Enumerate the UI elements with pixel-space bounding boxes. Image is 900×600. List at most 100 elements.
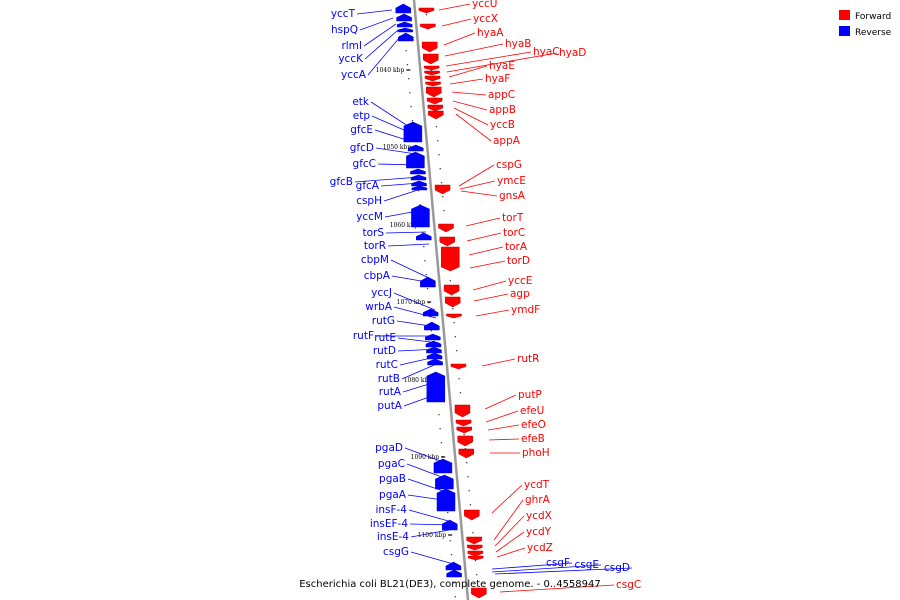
gene-label-phoH[interactable]: phoH — [522, 447, 550, 459]
gene-label-csgF[interactable]: csgF — [546, 557, 570, 569]
gene-label-ghrA[interactable]: ghrA — [525, 494, 551, 506]
forward-gene-feature[interactable] — [421, 41, 438, 53]
forward-gene-feature[interactable] — [450, 363, 467, 370]
forward-gene-feature[interactable] — [426, 86, 442, 98]
gene-label-ycdX[interactable]: ycdX — [526, 510, 552, 522]
reverse-gene-feature[interactable] — [396, 21, 413, 28]
gene-label-pgaD[interactable]: pgaD — [375, 442, 403, 454]
gene-label-appB[interactable]: appB — [489, 104, 516, 116]
gene-label-appC[interactable]: appC — [488, 89, 515, 101]
gene-label-etk[interactable]: etk — [352, 96, 370, 108]
gene-label-cbpA[interactable]: cbpA — [364, 270, 391, 282]
gene-label-gfcB[interactable]: gfcB — [330, 176, 353, 188]
gene-label-hspQ[interactable]: hspQ — [331, 24, 358, 36]
gene-features-layer[interactable] — [395, 3, 487, 599]
gene-label-hyaE[interactable]: hyaE — [489, 60, 515, 72]
gene-label-rutG[interactable]: rutG — [372, 315, 395, 327]
gene-label-insF-4[interactable]: insF-4 — [375, 504, 407, 516]
reverse-gene-feature[interactable] — [410, 168, 426, 175]
forward-gene-feature[interactable] — [441, 246, 460, 272]
reverse-gene-feature[interactable] — [445, 561, 462, 571]
forward-gene-feature[interactable] — [455, 419, 472, 427]
reverse-gene-feature[interactable] — [406, 151, 425, 169]
gene-label-yccT[interactable]: yccT — [331, 8, 356, 20]
forward-gene-feature[interactable] — [427, 104, 443, 112]
forward-gene-feature[interactable] — [467, 550, 484, 557]
forward-gene-feature[interactable] — [428, 110, 444, 120]
gene-label-rutE[interactable]: rutE — [374, 332, 396, 344]
reverse-gene-feature[interactable] — [426, 346, 442, 354]
forward-gene-feature[interactable] — [423, 65, 440, 71]
gene-label-hyaA[interactable]: hyaA — [477, 27, 504, 39]
forward-gene-feature[interactable] — [457, 435, 473, 447]
reverse-gene-feature[interactable] — [411, 204, 430, 228]
forward-gene-feature[interactable] — [426, 97, 443, 105]
forward-gene-feature[interactable] — [424, 75, 441, 82]
gene-label-gfcC[interactable]: gfcC — [353, 158, 376, 170]
gene-label-rutR[interactable]: rutR — [517, 353, 539, 365]
gene-label-csgC[interactable]: csgC — [616, 579, 641, 591]
gene-label-rlmI[interactable]: rlmI — [341, 40, 362, 52]
reverse-gene-feature[interactable] — [433, 458, 453, 474]
gene-label-csgE[interactable]: csgE — [574, 559, 599, 571]
forward-gene-feature[interactable] — [424, 70, 440, 76]
gene-label-torC[interactable]: torC — [503, 227, 525, 239]
reverse-gene-feature[interactable] — [396, 13, 412, 22]
gene-label-rutB[interactable]: rutB — [378, 373, 400, 385]
gene-label-efeO[interactable]: efeO — [521, 419, 546, 431]
forward-gene-feature[interactable] — [464, 509, 480, 521]
gene-label-gfcE[interactable]: gfcE — [350, 124, 373, 136]
gene-label-hyaB[interactable]: hyaB — [505, 38, 532, 50]
gene-label-torR[interactable]: torR — [364, 240, 386, 252]
reverse-gene-feature[interactable] — [397, 27, 413, 33]
gene-label-cbpM[interactable]: cbpM — [361, 254, 389, 266]
reverse-gene-feature[interactable] — [446, 569, 462, 578]
gene-label-gnsA[interactable]: gnsA — [499, 190, 526, 202]
gene-label-csgD[interactable]: csgD — [604, 562, 630, 574]
gene-label-ycdY[interactable]: ycdY — [526, 526, 552, 538]
gene-label-yccJ[interactable]: yccJ — [371, 287, 392, 299]
gene-label-rutA[interactable]: rutA — [379, 386, 402, 398]
forward-gene-feature[interactable] — [456, 426, 472, 434]
gene-label-yccU[interactable]: yccU — [472, 0, 497, 10]
gene-label-insE-4[interactable]: insE-4 — [377, 531, 409, 543]
gene-label-csgG[interactable]: csgG — [383, 546, 409, 558]
gene-label-ymcE[interactable]: ymcE — [497, 175, 526, 187]
gene-label-etp[interactable]: etp — [353, 110, 371, 122]
gene-label-rutC[interactable]: rutC — [376, 359, 398, 371]
forward-gene-feature[interactable] — [420, 23, 436, 30]
gene-label-rutF[interactable]: rutF — [353, 330, 374, 342]
gene-label-yccX[interactable]: yccX — [473, 13, 498, 25]
forward-gene-feature[interactable] — [434, 184, 451, 195]
gene-label-hyaF[interactable]: hyaF — [485, 73, 510, 85]
reverse-gene-feature[interactable] — [426, 371, 446, 403]
gene-label-torA[interactable]: torA — [505, 241, 528, 253]
gene-label-yccB[interactable]: yccB — [490, 119, 515, 131]
reverse-gene-feature[interactable] — [408, 144, 424, 152]
reverse-gene-feature[interactable] — [435, 474, 454, 490]
gene-label-torT[interactable]: torT — [502, 212, 524, 224]
gene-label-yccK[interactable]: yccK — [338, 53, 364, 65]
forward-gene-feature[interactable] — [439, 236, 455, 247]
gene-label-efeU[interactable]: efeU — [520, 405, 544, 417]
gene-label-putP[interactable]: putP — [518, 389, 542, 401]
reverse-gene-feature[interactable] — [410, 174, 427, 181]
gene-label-rutD[interactable]: rutD — [373, 345, 396, 357]
reverse-gene-feature[interactable] — [395, 3, 412, 14]
gene-label-agp[interactable]: agp — [510, 288, 530, 300]
gene-label-gfcD[interactable]: gfcD — [350, 142, 374, 154]
reverse-gene-feature[interactable] — [398, 32, 414, 42]
forward-gene-feature[interactable] — [454, 404, 471, 418]
reverse-gene-feature[interactable] — [422, 308, 439, 317]
reverse-gene-feature[interactable] — [411, 185, 428, 191]
forward-gene-feature[interactable] — [467, 555, 484, 561]
gene-label-torS[interactable]: torS — [362, 227, 384, 239]
forward-gene-feature[interactable] — [418, 7, 435, 14]
forward-gene-feature[interactable] — [466, 536, 482, 545]
reverse-gene-feature[interactable] — [416, 232, 432, 241]
gene-label-ycdT[interactable]: ycdT — [524, 479, 550, 491]
gene-label-ymdF[interactable]: ymdF — [511, 304, 540, 316]
gene-label-pgaB[interactable]: pgaB — [379, 473, 406, 485]
gene-label-putA[interactable]: putA — [377, 400, 402, 412]
forward-gene-feature[interactable] — [444, 296, 461, 308]
